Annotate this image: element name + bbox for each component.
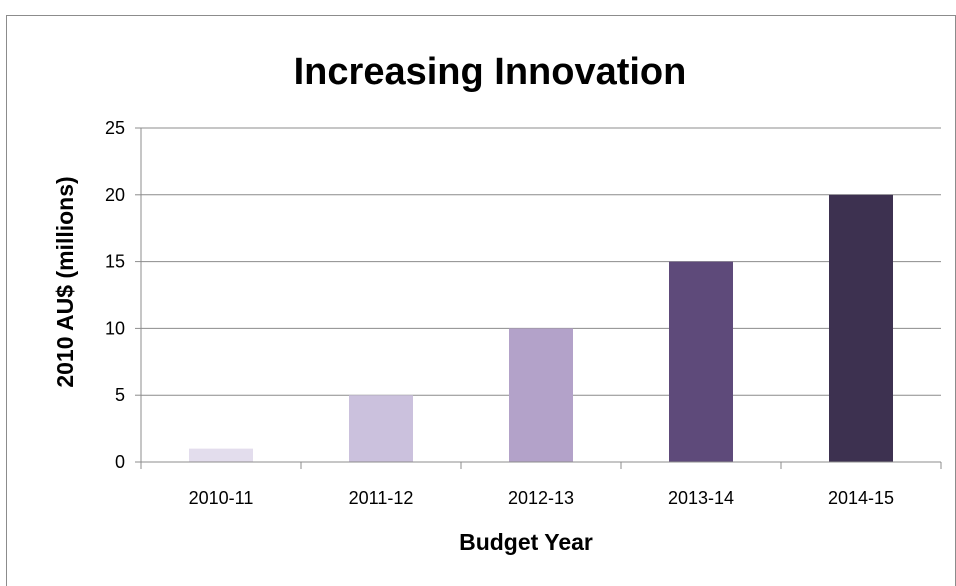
x-tick-label: 2014-15 — [828, 488, 894, 508]
chart-frame — [6, 15, 956, 586]
bar-2014-15 — [829, 194, 893, 463]
y-tick-labels: 0 5 10 15 20 25 — [105, 118, 125, 472]
bar-2012-13 — [509, 328, 573, 462]
x-axis-title: Budget Year — [459, 529, 593, 555]
x-tick-label: 2012-13 — [508, 488, 574, 508]
bars — [189, 194, 893, 463]
y-axis-title: 2010 AU$ (millions) — [52, 176, 78, 387]
bar-2013-14 — [669, 261, 733, 462]
axes — [135, 127, 942, 469]
y-tick-label: 0 — [115, 452, 125, 472]
x-tick-label: 2010-11 — [189, 488, 254, 508]
x-tick-label: 2011-12 — [349, 488, 414, 508]
y-tick-label: 15 — [105, 252, 125, 272]
y-tick-label: 10 — [105, 318, 125, 338]
y-tick-label: 25 — [105, 118, 125, 138]
y-tick-label: 20 — [105, 185, 125, 205]
bar-2010-11 — [189, 448, 253, 462]
chart-title: Increasing Innovation — [294, 51, 687, 93]
bar-2011-12 — [349, 395, 413, 462]
x-tick-label: 2013-14 — [668, 488, 734, 508]
y-tick-label: 5 — [115, 385, 125, 405]
x-tick-labels: 2010-11 2011-12 2012-13 2013-14 2014-15 — [189, 488, 894, 508]
